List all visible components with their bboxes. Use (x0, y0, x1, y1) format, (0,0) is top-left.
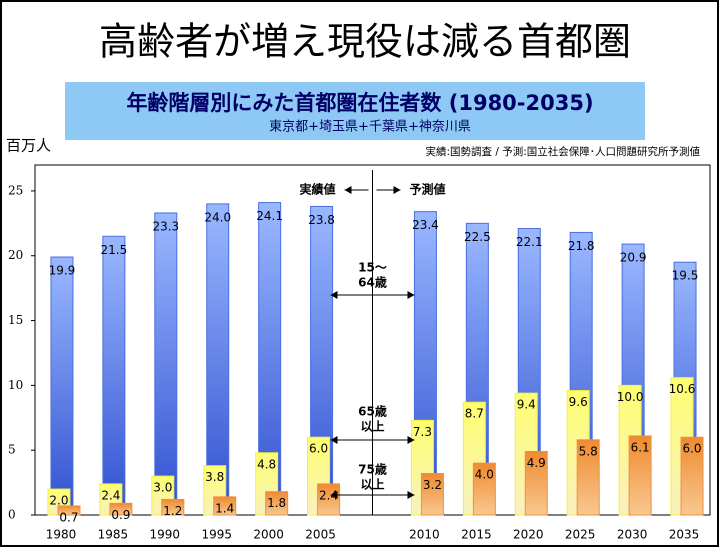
value-label: 20.9 (620, 251, 647, 265)
value-label: 6.0 (309, 442, 328, 456)
value-label: 1.4 (215, 501, 234, 515)
value-label: 21.5 (101, 243, 128, 257)
value-label: 24.1 (256, 209, 283, 223)
y-tick-label: 5 (8, 443, 16, 457)
arrow-head (393, 186, 401, 194)
x-tick-label: 2005 (305, 528, 336, 542)
value-label: 6.0 (682, 442, 701, 456)
x-tick-label: 2025 (565, 528, 596, 542)
value-label: 23.3 (152, 219, 179, 233)
bar (154, 212, 178, 516)
subtitle: 年齢階層別にみた首都圏在住者数 (1980-2035) (126, 91, 593, 115)
value-label: 8.7 (465, 407, 484, 421)
bar (628, 435, 652, 516)
value-label: 22.1 (516, 235, 543, 249)
annotation: 実績値 (299, 182, 335, 197)
bar (50, 256, 74, 516)
y-tick-label: 25 (8, 183, 23, 197)
x-tick-label: 1985 (98, 528, 129, 542)
value-label: 19.9 (49, 264, 76, 278)
value-label: 3.2 (423, 478, 442, 492)
y-tick-label: 0 (8, 508, 16, 522)
annotation: 以上 (360, 477, 384, 492)
value-label: 2.4 (319, 488, 338, 502)
value-label: 9.6 (569, 395, 588, 409)
value-label: 9.4 (517, 398, 536, 412)
x-tick-label: 2010 (409, 528, 440, 542)
value-label: 23.4 (412, 218, 439, 232)
chart-title: 高齢者が増え現役は減る首都圏 (99, 20, 631, 64)
annotation: 以上 (360, 419, 384, 434)
value-label: 4.9 (527, 456, 546, 470)
source: 実績:国勢調査 / 予測:国立社会保障･人口問題研究所予測値 (425, 145, 700, 158)
value-label: 1.8 (267, 496, 286, 510)
value-label: 10.6 (669, 382, 696, 396)
arrow-head (344, 186, 352, 194)
subtitle-box (65, 82, 645, 140)
x-tick-label: 1980 (46, 528, 77, 542)
annotation: 75歳 (358, 462, 387, 477)
value-label: 0.9 (111, 508, 130, 522)
bar (317, 483, 341, 516)
bar (109, 502, 133, 516)
subtitle2: 東京都+埼玉県+千葉県+神奈川県 (269, 119, 471, 135)
annotation: 65歳 (358, 404, 387, 419)
annotation: 64歳 (358, 275, 387, 290)
y-tick-label: 20 (8, 248, 23, 262)
value-label: 1.2 (163, 504, 182, 518)
bar (213, 496, 237, 516)
x-tick-label: 1990 (150, 528, 181, 542)
value-label: 3.0 (153, 481, 172, 495)
bar (524, 450, 548, 516)
value-label: 4.0 (475, 468, 494, 482)
value-label: 2.4 (101, 488, 120, 502)
y-tick-label: 10 (8, 378, 23, 392)
bar (472, 462, 496, 516)
annotation: 予測値 (409, 182, 445, 197)
x-tick-label: 2020 (513, 528, 544, 542)
value-label: 19.5 (672, 269, 699, 283)
bar (265, 491, 289, 516)
x-tick-label: 2030 (617, 528, 648, 542)
x-tick-label: 2015 (461, 528, 492, 542)
value-label: 23.8 (308, 213, 335, 227)
value-label: 21.8 (568, 239, 595, 253)
value-label: 2.0 (49, 494, 68, 508)
bar (57, 505, 81, 516)
x-tick-label: 1995 (201, 528, 232, 542)
value-label: 3.8 (205, 470, 224, 484)
x-tick-label: 2000 (253, 528, 284, 542)
x-tick-label: 2035 (669, 528, 700, 542)
bar (680, 436, 704, 516)
value-label: 5.8 (579, 444, 598, 458)
bar (576, 439, 600, 516)
y-tick-label: 15 (8, 313, 23, 327)
value-label: 7.3 (413, 425, 432, 439)
bar (420, 473, 444, 516)
bar (102, 235, 126, 516)
value-label: 4.8 (257, 457, 276, 471)
value-label: 24.0 (204, 210, 231, 224)
annotation: 15～ (358, 261, 387, 275)
value-label: 22.5 (464, 230, 491, 244)
value-label: 6.1 (631, 440, 650, 454)
y-label: 百万人 (6, 137, 51, 155)
value-label: 10.0 (617, 390, 644, 404)
bar (161, 498, 185, 516)
value-label: 0.7 (59, 510, 78, 524)
